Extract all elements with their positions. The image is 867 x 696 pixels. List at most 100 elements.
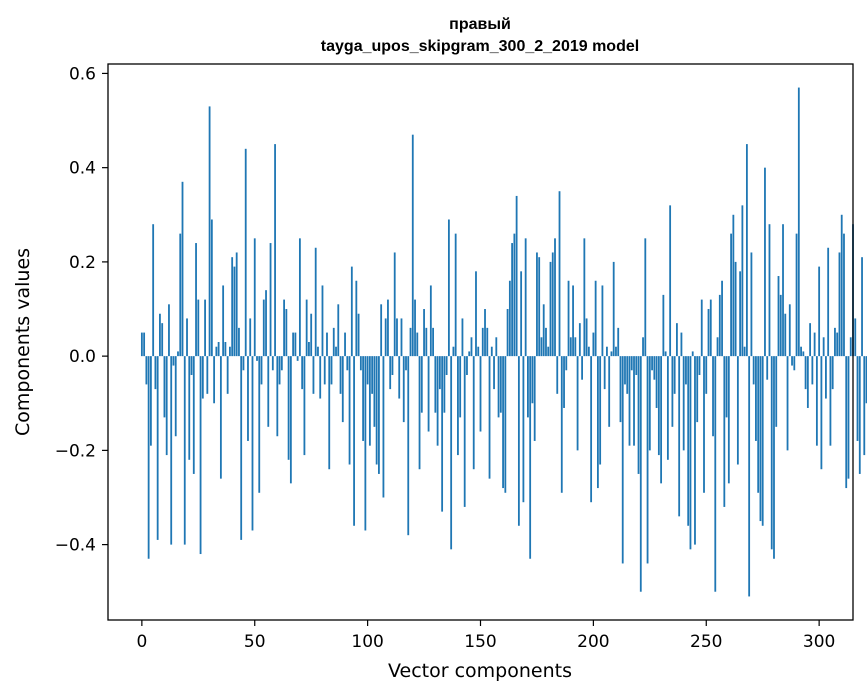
bar-113 [396, 318, 398, 357]
bar-77 [314, 247, 317, 357]
bar-112 [393, 252, 396, 357]
bar-127 [427, 356, 430, 432]
bar-14 [172, 356, 175, 366]
bar-249 [703, 356, 705, 493]
bar-102 [371, 356, 374, 394]
bar-11 [165, 356, 168, 456]
bar-234 [669, 205, 672, 357]
bar-78 [317, 346, 319, 357]
bar-10 [163, 356, 166, 418]
bar-33 [215, 346, 218, 357]
bar-49 [251, 356, 254, 531]
bar-3 [147, 356, 150, 559]
bar-215 [626, 356, 629, 394]
x-tick-label-50: 50 [244, 632, 266, 652]
bar-216 [628, 356, 631, 446]
bar-259 [725, 356, 728, 418]
bar-255 [716, 337, 719, 357]
bar-74 [308, 342, 310, 357]
bar-311 [843, 233, 845, 357]
chart-title-line-1: правый [449, 16, 511, 33]
bar-269 [748, 356, 751, 597]
bar-38 [226, 356, 229, 394]
bar-166 [515, 195, 518, 357]
bar-239 [680, 332, 683, 357]
y-tick-label-4: 0.4 [69, 159, 96, 179]
bar-101 [368, 356, 371, 446]
bar-111 [391, 356, 394, 375]
bar-97 [359, 356, 362, 371]
bar-94 [353, 356, 355, 526]
bar-76 [312, 356, 315, 394]
bar-13 [170, 356, 173, 545]
bar-237 [676, 323, 678, 357]
bar-63 [283, 299, 285, 357]
bar-260 [727, 356, 730, 484]
bar-107 [382, 356, 385, 498]
bar-277 [766, 356, 769, 380]
bar-98 [362, 356, 365, 441]
bar-8 [159, 313, 161, 357]
bar-2 [145, 356, 148, 385]
bar-305 [829, 356, 832, 446]
bar-199 [590, 356, 593, 503]
bar-162 [506, 309, 509, 357]
bar-136 [447, 219, 450, 357]
bar-109 [387, 299, 389, 357]
bar-70 [298, 238, 301, 357]
bar-41 [233, 266, 236, 357]
bar-79 [319, 356, 322, 399]
bar-240 [682, 356, 685, 451]
bar-232 [664, 351, 667, 357]
bar-250 [705, 356, 708, 394]
bar-302 [822, 337, 825, 357]
bar-73 [305, 299, 308, 357]
bar-151 [481, 327, 484, 357]
bar-276 [764, 167, 766, 357]
bar-181 [549, 261, 552, 357]
y-tick-label-1: −0.2 [55, 441, 96, 461]
bar-257 [721, 280, 723, 357]
bar-241 [685, 356, 687, 385]
bar-294 [804, 356, 807, 390]
bar-296 [809, 323, 812, 357]
bar-231 [662, 294, 665, 357]
bar-160 [502, 356, 504, 489]
bar-286 [786, 356, 789, 451]
bar-303 [825, 356, 827, 399]
bar-152 [484, 309, 486, 357]
x-tick-label-200: 200 [577, 632, 609, 652]
chart-title-line-2: tayga_upos_skipgram_300_2_2019 model [321, 38, 639, 55]
bar-36 [222, 285, 225, 357]
bar-115 [400, 318, 403, 357]
bar-17 [179, 233, 182, 357]
bar-46 [244, 148, 247, 357]
bar-37 [224, 342, 227, 357]
bar-193 [576, 356, 579, 451]
bar-30 [208, 106, 211, 357]
bar-187 [563, 356, 565, 408]
y-tick-label-2: 0.0 [69, 347, 96, 367]
bar-82 [326, 332, 328, 357]
bar-103 [373, 356, 376, 427]
bar-31 [210, 219, 213, 357]
bar-122 [416, 332, 419, 357]
bar-304 [827, 247, 830, 357]
bar-319 [861, 257, 863, 357]
bar-54 [262, 299, 265, 357]
bar-275 [761, 356, 764, 526]
bar-192 [574, 337, 577, 357]
bar-263 [734, 261, 737, 357]
bar-195 [581, 356, 583, 380]
bar-268 [745, 144, 748, 357]
bar-84 [330, 356, 333, 385]
bar-32 [213, 356, 216, 404]
bar-18 [181, 181, 184, 357]
bar-53 [260, 356, 263, 385]
bar-183 [554, 238, 556, 357]
bar-212 [619, 356, 622, 423]
bar-243 [689, 356, 692, 550]
bar-288 [791, 356, 793, 366]
bar-47 [247, 356, 249, 441]
bar-223 [644, 238, 647, 357]
